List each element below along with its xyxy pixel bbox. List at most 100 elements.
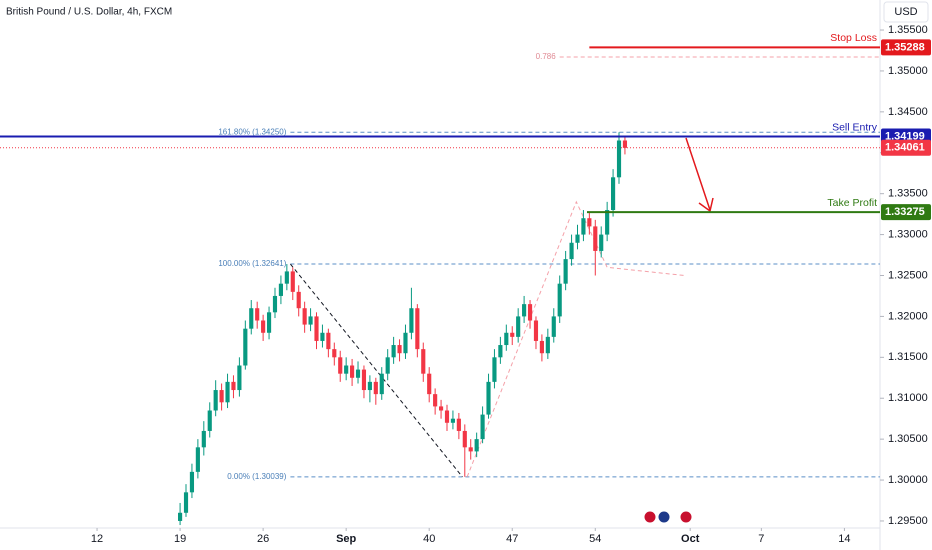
level-name: Stop Loss — [830, 32, 877, 44]
candle-body — [545, 336, 550, 354]
fib-label: 0.00% (1.30039) — [227, 472, 286, 481]
last-price-label: 1.34061 — [885, 142, 925, 154]
level-name: Take Profit — [827, 197, 877, 209]
y-tick-label: 1.29500 — [888, 515, 928, 527]
level-tag-label: 1.34199 — [885, 130, 925, 142]
candle-body — [569, 242, 574, 260]
candle-body — [462, 430, 467, 448]
candle-body — [320, 332, 325, 341]
fib-label: 161.80% (1.34250) — [218, 127, 286, 136]
arrow-shaft — [685, 137, 711, 211]
candle-body — [551, 316, 556, 337]
event-icon[interactable] — [643, 510, 657, 524]
candle-body — [474, 439, 479, 452]
trendline — [290, 263, 463, 478]
candle-body — [272, 295, 278, 313]
candle-body — [195, 447, 200, 472]
candle-body — [427, 373, 432, 395]
candle-body — [178, 512, 183, 521]
trendline — [466, 200, 685, 477]
candle-body — [266, 312, 272, 333]
candle-body — [486, 381, 491, 415]
candle-body — [189, 471, 195, 493]
candle-body — [302, 308, 307, 325]
candle-body — [338, 357, 343, 374]
candle-body — [563, 259, 568, 284]
candle-body — [480, 414, 485, 440]
y-tick-label: 1.32000 — [888, 310, 928, 322]
candle-body — [314, 316, 319, 341]
x-tick-label: Sep — [336, 533, 356, 545]
last-price-tag — [881, 139, 931, 156]
candle-body — [355, 369, 361, 378]
candle-body — [403, 332, 408, 354]
candle-body — [450, 418, 456, 423]
candle-body — [332, 349, 337, 358]
candle-body — [492, 357, 497, 382]
currency-box[interactable] — [883, 1, 929, 23]
fib-label: 0.786 — [536, 52, 557, 61]
candle-body — [391, 345, 396, 358]
x-tick-label: 26 — [257, 533, 269, 545]
candle-body — [409, 308, 414, 333]
candle-body — [290, 271, 295, 292]
candle-body — [397, 345, 402, 354]
arrow — [685, 137, 714, 213]
y-tick-label: 1.34500 — [888, 106, 928, 118]
candle-body — [261, 320, 266, 333]
y-tick-label: 1.32500 — [888, 269, 928, 281]
currency-label[interactable]: USD — [894, 6, 917, 18]
candle-body — [231, 381, 236, 391]
candle-body — [622, 140, 628, 148]
candle-body — [213, 390, 218, 411]
candle-body — [593, 226, 598, 251]
candle-body — [183, 492, 189, 513]
candle-body — [539, 340, 544, 354]
candle-body — [516, 316, 521, 337]
candle-body — [361, 369, 367, 391]
event-icon[interactable] — [679, 510, 693, 524]
x-tick-label: Oct — [681, 533, 700, 545]
x-tick-label: 40 — [423, 533, 435, 545]
candle-body — [344, 365, 349, 374]
candle-body — [533, 320, 539, 341]
x-tick-label: 47 — [506, 533, 518, 545]
candle-body — [415, 308, 420, 350]
candle-body — [611, 177, 616, 211]
x-tick-label: 14 — [838, 533, 850, 545]
x-tick-label: 7 — [758, 533, 764, 545]
candle-body — [438, 406, 444, 411]
level-tag — [881, 39, 931, 56]
candle-body — [373, 381, 378, 395]
candle-body — [557, 283, 562, 317]
candle-body — [456, 418, 461, 431]
candle-body — [616, 140, 622, 178]
candle-body — [421, 349, 426, 374]
candle-body — [522, 304, 527, 317]
candle-body — [237, 365, 242, 391]
candle-body — [207, 410, 212, 431]
candle-body — [243, 328, 248, 366]
candle-body — [255, 308, 260, 321]
candle-body — [379, 373, 384, 395]
event-icon[interactable] — [657, 510, 671, 524]
x-tick-label: 54 — [589, 533, 601, 545]
candle-body — [367, 381, 372, 391]
fib-label: 100.00% (1.32641) — [218, 259, 286, 268]
candle-body — [605, 210, 610, 235]
y-tick-label: 1.31000 — [888, 392, 928, 404]
candle-body — [504, 332, 509, 346]
candle-body — [510, 332, 515, 337]
candle-body — [296, 291, 301, 309]
candle-body — [278, 283, 283, 296]
level-tag — [881, 204, 931, 221]
candle-body — [326, 332, 331, 350]
candle-body — [498, 345, 503, 358]
y-tick-label: 1.33500 — [888, 188, 928, 200]
candle-body — [599, 234, 604, 251]
candle-body — [225, 381, 230, 403]
candle-body — [468, 447, 473, 452]
candle-body — [575, 234, 580, 243]
